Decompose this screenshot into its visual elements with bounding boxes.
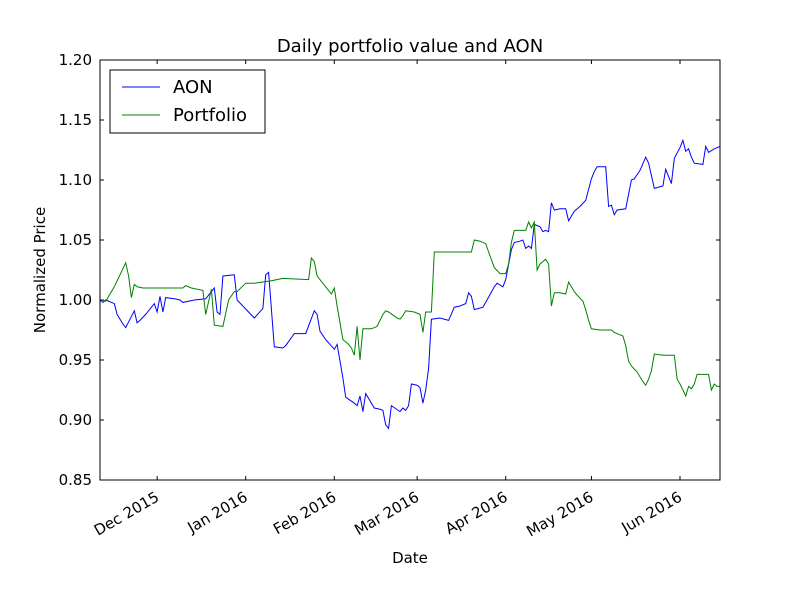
- x-tick-label: May 2016: [523, 488, 596, 541]
- x-tick-label: Feb 2016: [270, 488, 339, 538]
- y-tick-label: 1.20: [59, 51, 92, 69]
- legend: AON Portfolio: [109, 69, 266, 134]
- chart-title: Daily portfolio value and AON: [277, 36, 543, 57]
- legend-label-aon: AON: [173, 77, 213, 98]
- legend-box: [109, 69, 266, 134]
- y-tick-label: 1.15: [59, 111, 92, 129]
- y-tick-label: 0.90: [59, 411, 92, 429]
- y-axis: 0.85 0.90 0.95 1.00 1.05 1.10 1.15 1.20: [59, 51, 720, 489]
- plot-frame: [99, 59, 721, 481]
- y-tick-label: 0.95: [59, 351, 92, 369]
- y-axis-label: Normalized Price: [31, 207, 49, 333]
- x-tick-label: Apr 2016: [442, 488, 511, 538]
- y-tick-label: 1.10: [59, 171, 92, 189]
- y-tick-label: 0.85: [59, 471, 92, 489]
- series-line-aon: [100, 138, 720, 430]
- y-tick-label: 1.00: [59, 291, 92, 309]
- x-tick-label: Mar 2016: [351, 488, 422, 539]
- x-axis-label: Date: [392, 549, 428, 567]
- x-tick-label: Jan 2016: [184, 488, 251, 537]
- plot-series: [100, 138, 720, 430]
- x-tick-label: Jun 2016: [618, 488, 685, 537]
- legend-label-portfolio: Portfolio: [173, 105, 247, 126]
- x-tick-label: Dec 2015: [91, 488, 162, 540]
- y-tick-label: 1.05: [59, 231, 92, 249]
- series-line-portfolio: [100, 220, 720, 398]
